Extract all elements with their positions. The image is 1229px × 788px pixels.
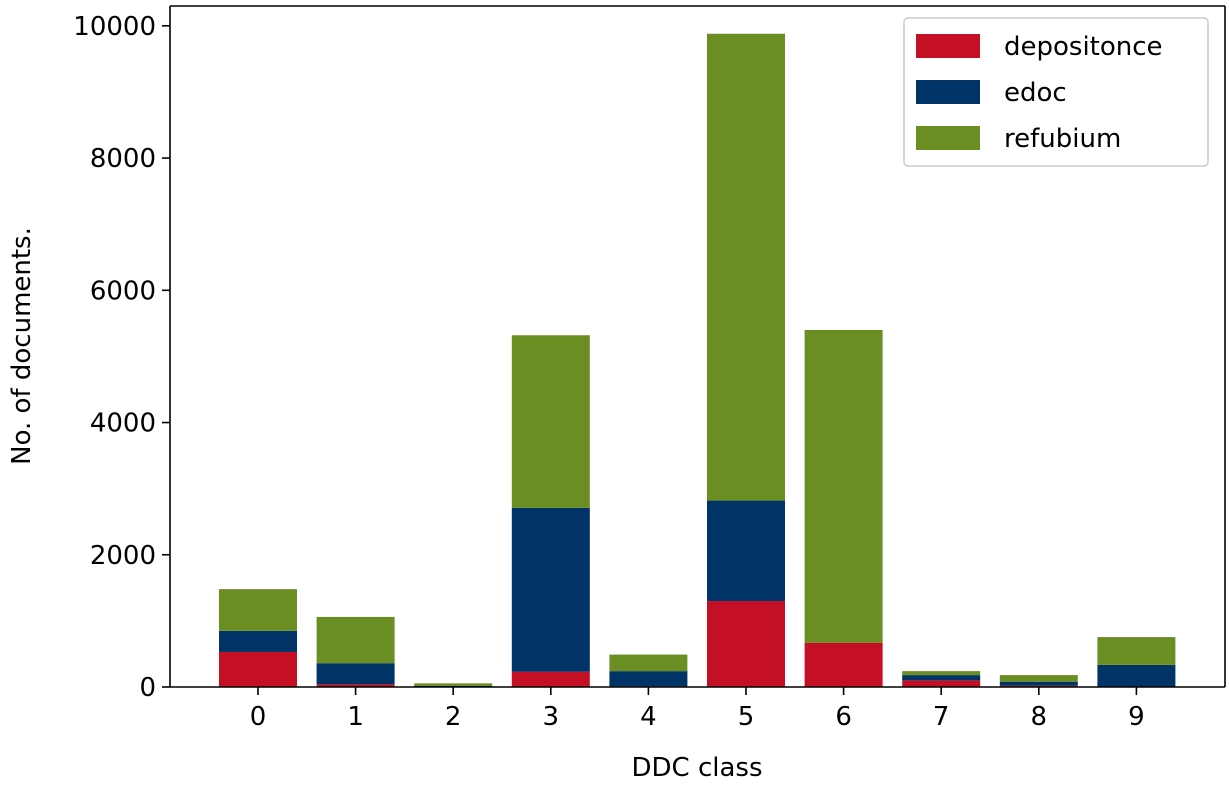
x-tick-label: 1 [347, 702, 364, 732]
bar-depositonce-6 [805, 643, 883, 687]
bar-edoc-9 [1097, 665, 1175, 687]
y-tick-label: 10000 [73, 12, 156, 42]
bar-depositonce-7 [902, 680, 980, 687]
bar-refubium-7 [902, 671, 980, 675]
x-ticks-group: 0 1 2 3 4 5 6 7 8 9 [250, 687, 1145, 732]
bar-edoc-3 [512, 508, 590, 672]
bar-refubium-4 [609, 655, 687, 672]
bar-refubium-3 [512, 335, 590, 508]
x-tick-label: 7 [933, 702, 950, 732]
bar-edoc-7 [902, 675, 980, 680]
y-axis-label: No. of documents. [7, 227, 37, 465]
y-tick-label: 2000 [90, 541, 156, 571]
bar-refubium-8 [1000, 675, 1078, 682]
bar-refubium-5 [707, 34, 785, 501]
x-tick-label: 2 [445, 702, 462, 732]
x-axis-label: DDC class [631, 753, 762, 783]
bar-refubium-1 [317, 617, 395, 663]
bar-refubium-0 [219, 589, 297, 631]
legend-swatch-edoc [916, 80, 980, 104]
bar-edoc-5 [707, 501, 785, 602]
x-tick-label: 0 [250, 702, 267, 732]
y-ticks-group: 0 2000 4000 6000 8000 10000 [73, 12, 170, 703]
y-tick-label: 8000 [90, 144, 156, 174]
legend-swatch-depositonce [916, 34, 980, 58]
bar-edoc-1 [317, 663, 395, 684]
x-tick-label: 9 [1128, 702, 1145, 732]
legend-label-depositonce: depositonce [1004, 32, 1163, 62]
y-tick-label: 6000 [90, 276, 156, 306]
bar-depositonce-3 [512, 672, 590, 687]
x-tick-label: 5 [738, 702, 755, 732]
x-tick-label: 3 [543, 702, 560, 732]
y-tick-label: 4000 [90, 409, 156, 439]
bar-depositonce-0 [219, 652, 297, 687]
x-tick-label: 6 [835, 702, 852, 732]
x-tick-label: 4 [640, 702, 657, 732]
bar-refubium-6 [805, 330, 883, 643]
y-tick-label: 0 [139, 673, 156, 703]
bar-depositonce-5 [707, 601, 785, 687]
bar-edoc-0 [219, 631, 297, 652]
legend-label-refubium: refubium [1004, 124, 1121, 154]
bar-refubium-9 [1097, 637, 1175, 665]
x-tick-label: 8 [1031, 702, 1048, 732]
legend-label-edoc: edoc [1004, 78, 1067, 108]
legend: depositonce edoc refubium [904, 18, 1208, 166]
legend-swatch-refubium [916, 126, 980, 150]
bar-edoc-8 [1000, 682, 1078, 686]
bar-refubium-2 [414, 683, 492, 686]
bar-edoc-4 [609, 671, 687, 686]
